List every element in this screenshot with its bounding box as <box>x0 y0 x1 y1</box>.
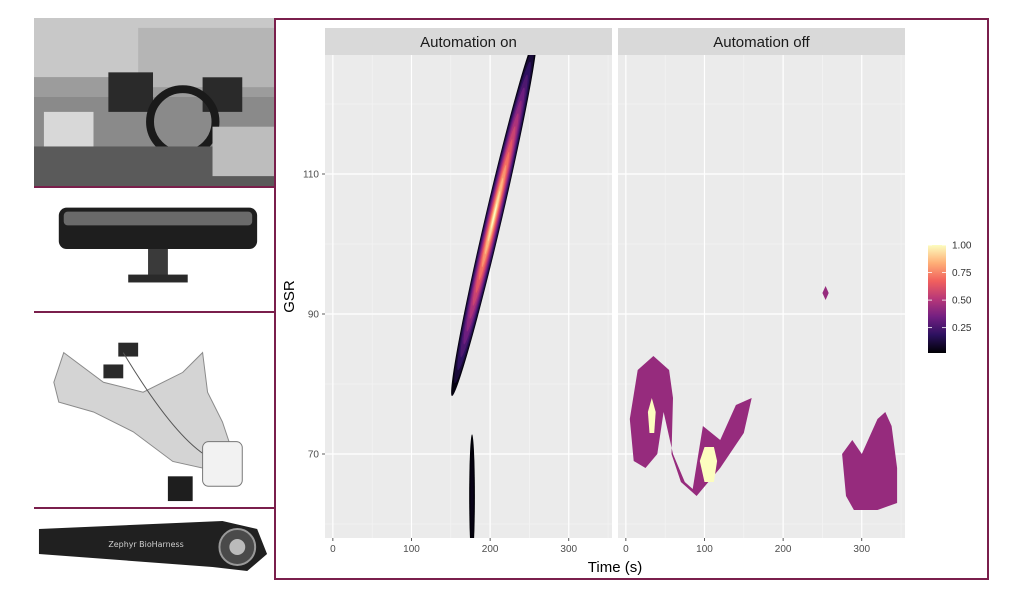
y-tick-label: 70 <box>308 450 320 461</box>
color-legend-bar <box>928 245 946 353</box>
x-tick-label: 200 <box>775 544 792 555</box>
density-layer <box>629 286 898 510</box>
legend-label: 1.00 <box>952 241 972 252</box>
legend-label: 0.75 <box>952 268 972 279</box>
x-tick-label: 200 <box>482 544 499 555</box>
density-contour <box>491 203 498 229</box>
x-tick-label: 0 <box>330 544 336 555</box>
density-layer <box>451 55 537 538</box>
x-tick-label: 300 <box>853 544 870 555</box>
x-tick-label: 0 <box>623 544 629 555</box>
chest-strap-photo: Zephyr BioHarness <box>34 509 276 580</box>
x-tick-label: 100 <box>403 544 420 555</box>
density-region <box>842 412 898 510</box>
y-axis-title: GSR <box>281 280 298 313</box>
density-peak-region <box>699 447 718 482</box>
x-tick-label: 300 <box>560 544 577 555</box>
photo-column: Zephyr BioHarness <box>34 18 276 580</box>
facet-strip-label: Automation off <box>713 34 810 51</box>
gsr-hand-sensor-photo <box>34 313 276 509</box>
x-tick-label: 100 <box>696 544 713 555</box>
density-chart: Automation on 0 100 200 300 Automation off 0 10… <box>278 20 987 578</box>
y-tick-label: 110 <box>303 170 319 181</box>
facet-strip <box>325 28 612 55</box>
density-peak-region <box>647 398 656 433</box>
facet-strip <box>618 28 905 55</box>
strap-brand-text: Zephyr BioHarness <box>108 540 183 549</box>
x-axis-title: Time (s) <box>588 559 642 576</box>
legend-label: 0.50 <box>952 296 972 307</box>
driving-simulator-photo <box>34 18 276 188</box>
legend-label: 0.25 <box>952 323 972 334</box>
chart-svg: Automation on 0 100 200 300 Automation off 0 10… <box>281 28 972 576</box>
density-region <box>629 356 752 496</box>
mirror-camera-photo <box>34 188 276 313</box>
y-tick-label: 90 <box>308 310 320 321</box>
facet-strip-label: Automation on <box>420 34 517 51</box>
density-region <box>822 286 829 300</box>
